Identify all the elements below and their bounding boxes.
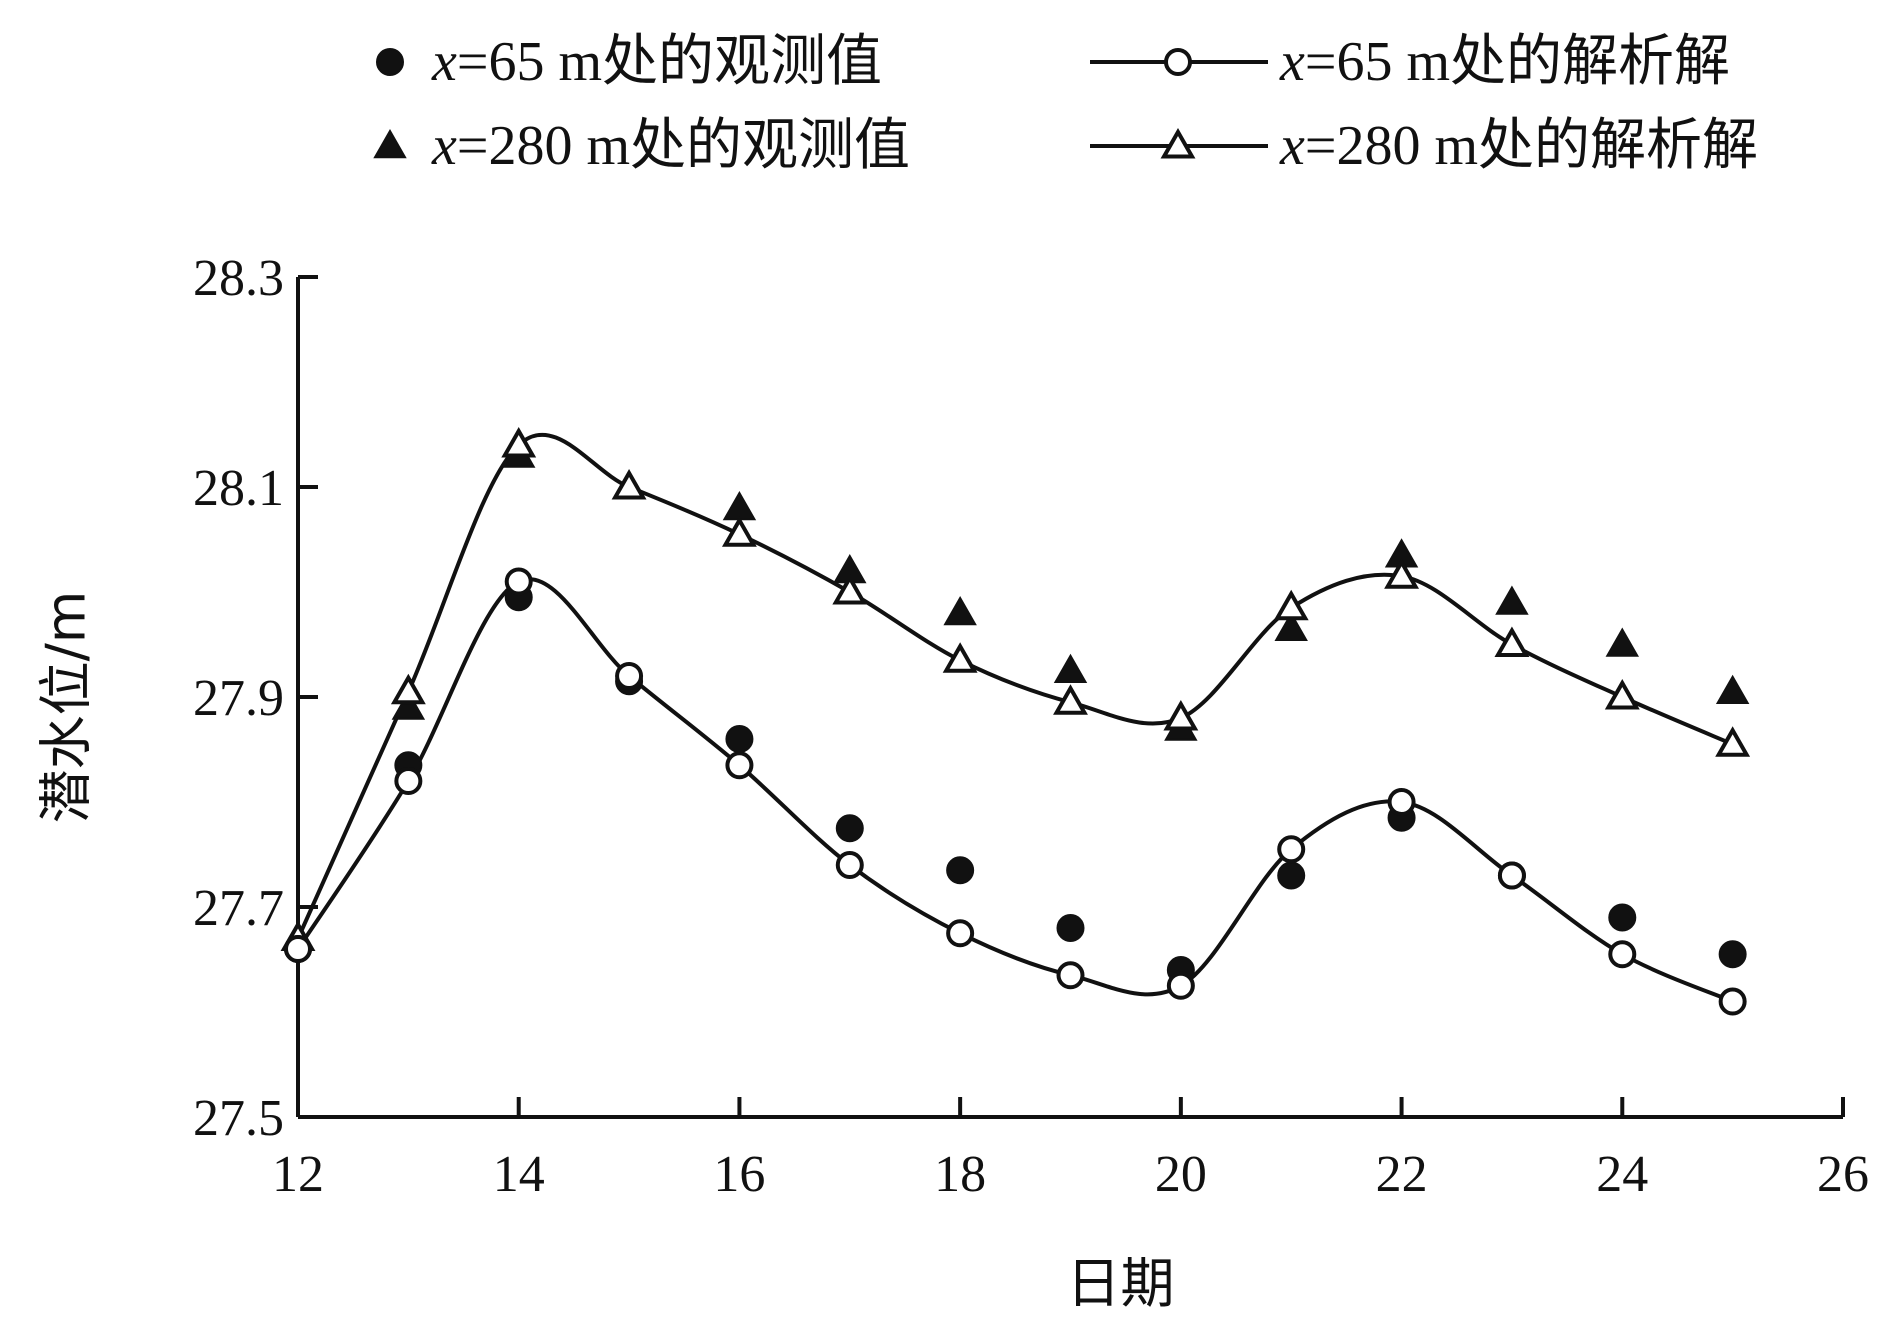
data-point-obs280	[1495, 585, 1529, 615]
legend-marker	[1160, 127, 1196, 159]
y-tick-label: 27.5	[193, 1090, 284, 1147]
data-point-obs280	[1605, 627, 1640, 657]
data-point-fit280	[390, 673, 426, 705]
data-point-fit280	[721, 516, 757, 547]
data-point-obs65	[1277, 861, 1306, 890]
legend-item-obs280: x=280 m处的观测值	[373, 115, 910, 177]
data-point-fit280	[832, 573, 868, 605]
data-point-fit65	[394, 767, 423, 795]
data-point-obs65	[1608, 903, 1637, 932]
series-points-fit280	[280, 426, 1751, 951]
y-ticks: 27.5 27.7 27.9 28.1 28.3	[193, 250, 318, 1147]
data-point-fit65	[1387, 788, 1416, 816]
legend-label-variable: x	[1279, 115, 1305, 177]
data-point-fit280	[1053, 684, 1088, 715]
legend-label-variable: x	[1279, 31, 1305, 93]
data-point-fit65	[1718, 987, 1747, 1016]
legend-label: x=65 m处的解析解	[1279, 31, 1730, 93]
data-point-obs280	[1274, 611, 1308, 641]
series-markers	[280, 426, 1751, 1016]
legend-item-fit280: x=280 m处的解析解	[1090, 115, 1758, 177]
data-point-fit280	[1604, 678, 1640, 710]
legend-label-text: =280 m处的观测值	[457, 115, 910, 177]
data-point-fit65	[1056, 961, 1085, 990]
x-tick-label: 16	[713, 1146, 765, 1203]
legend-label-text: =65 m处的观测值	[457, 31, 882, 93]
data-point-fit65	[615, 662, 644, 690]
legend-label: x=65 m处的观测值	[431, 31, 882, 93]
series-lines	[296, 432, 1734, 1004]
y-tick-label: 28.1	[193, 460, 284, 517]
data-point-obs280	[391, 690, 426, 720]
data-point-obs280	[943, 595, 977, 626]
legend-label-text: =65 m处的解析解	[1305, 31, 1730, 93]
data-point-obs280	[1053, 653, 1088, 683]
legend-marker	[376, 48, 404, 76]
legend-label-text: =280 m处的解析解	[1305, 115, 1758, 177]
data-point-fit65	[1277, 835, 1306, 864]
data-point-fit280	[501, 426, 537, 458]
series-points-fit65	[284, 567, 1747, 1016]
x-tick-label: 18	[934, 1146, 986, 1203]
x-tick-label: 20	[1155, 1146, 1207, 1203]
legend-label: x=280 m处的解析解	[1279, 115, 1758, 177]
data-point-fit280	[942, 642, 978, 673]
x-tick-label: 26	[1817, 1146, 1869, 1203]
y-tick-label: 28.3	[193, 250, 284, 307]
data-point-obs65	[835, 814, 864, 843]
x-tick-label: 24	[1596, 1146, 1648, 1203]
legend-marker	[373, 128, 407, 159]
data-point-fit65	[504, 567, 533, 596]
x-axis-title: 日期	[1067, 1252, 1175, 1315]
data-point-fit65	[1608, 940, 1637, 969]
data-point-fit65	[946, 919, 975, 948]
data-point-obs65	[946, 856, 975, 885]
data-point-fit280	[611, 468, 647, 500]
data-point-fit280	[1163, 699, 1199, 731]
y-axis-title: 潜水位/m	[35, 591, 98, 824]
data-point-obs280	[722, 490, 757, 521]
series-points-obs280	[281, 438, 1750, 951]
data-point-obs65	[1056, 914, 1085, 942]
x-tick-label: 12	[272, 1146, 324, 1203]
data-point-fit65	[1166, 971, 1195, 1000]
x-tick-label: 22	[1376, 1146, 1428, 1203]
x-tick-label: 14	[493, 1146, 545, 1203]
data-point-fit65	[284, 935, 312, 963]
data-point-fit65	[1497, 861, 1526, 890]
data-point-fit280	[1715, 726, 1751, 757]
data-point-obs280	[1715, 674, 1750, 704]
legend-item-obs65: x=65 m处的观测值	[376, 31, 882, 93]
x-ticks: 12 14 16 18 20 22 24 26	[272, 1097, 1869, 1203]
data-point-fit280	[1273, 589, 1309, 621]
y-tick-label: 27.9	[193, 670, 284, 727]
legend-marker	[1164, 48, 1192, 76]
series-points-obs65	[284, 583, 1747, 984]
legend-label: x=280 m处的观测值	[431, 115, 910, 177]
data-point-fit65	[835, 851, 864, 879]
legend-label-variable: x	[431, 31, 457, 93]
data-point-fit65	[725, 751, 754, 780]
data-point-fit280	[1384, 558, 1420, 589]
data-point-obs65	[725, 725, 754, 753]
legend-label-variable: x	[431, 115, 457, 177]
legend-item-fit65: x=65 m处的解析解	[1090, 31, 1730, 93]
data-point-obs65	[1718, 940, 1747, 969]
y-tick-label: 27.7	[193, 880, 284, 937]
data-point-fit280	[1494, 626, 1530, 657]
